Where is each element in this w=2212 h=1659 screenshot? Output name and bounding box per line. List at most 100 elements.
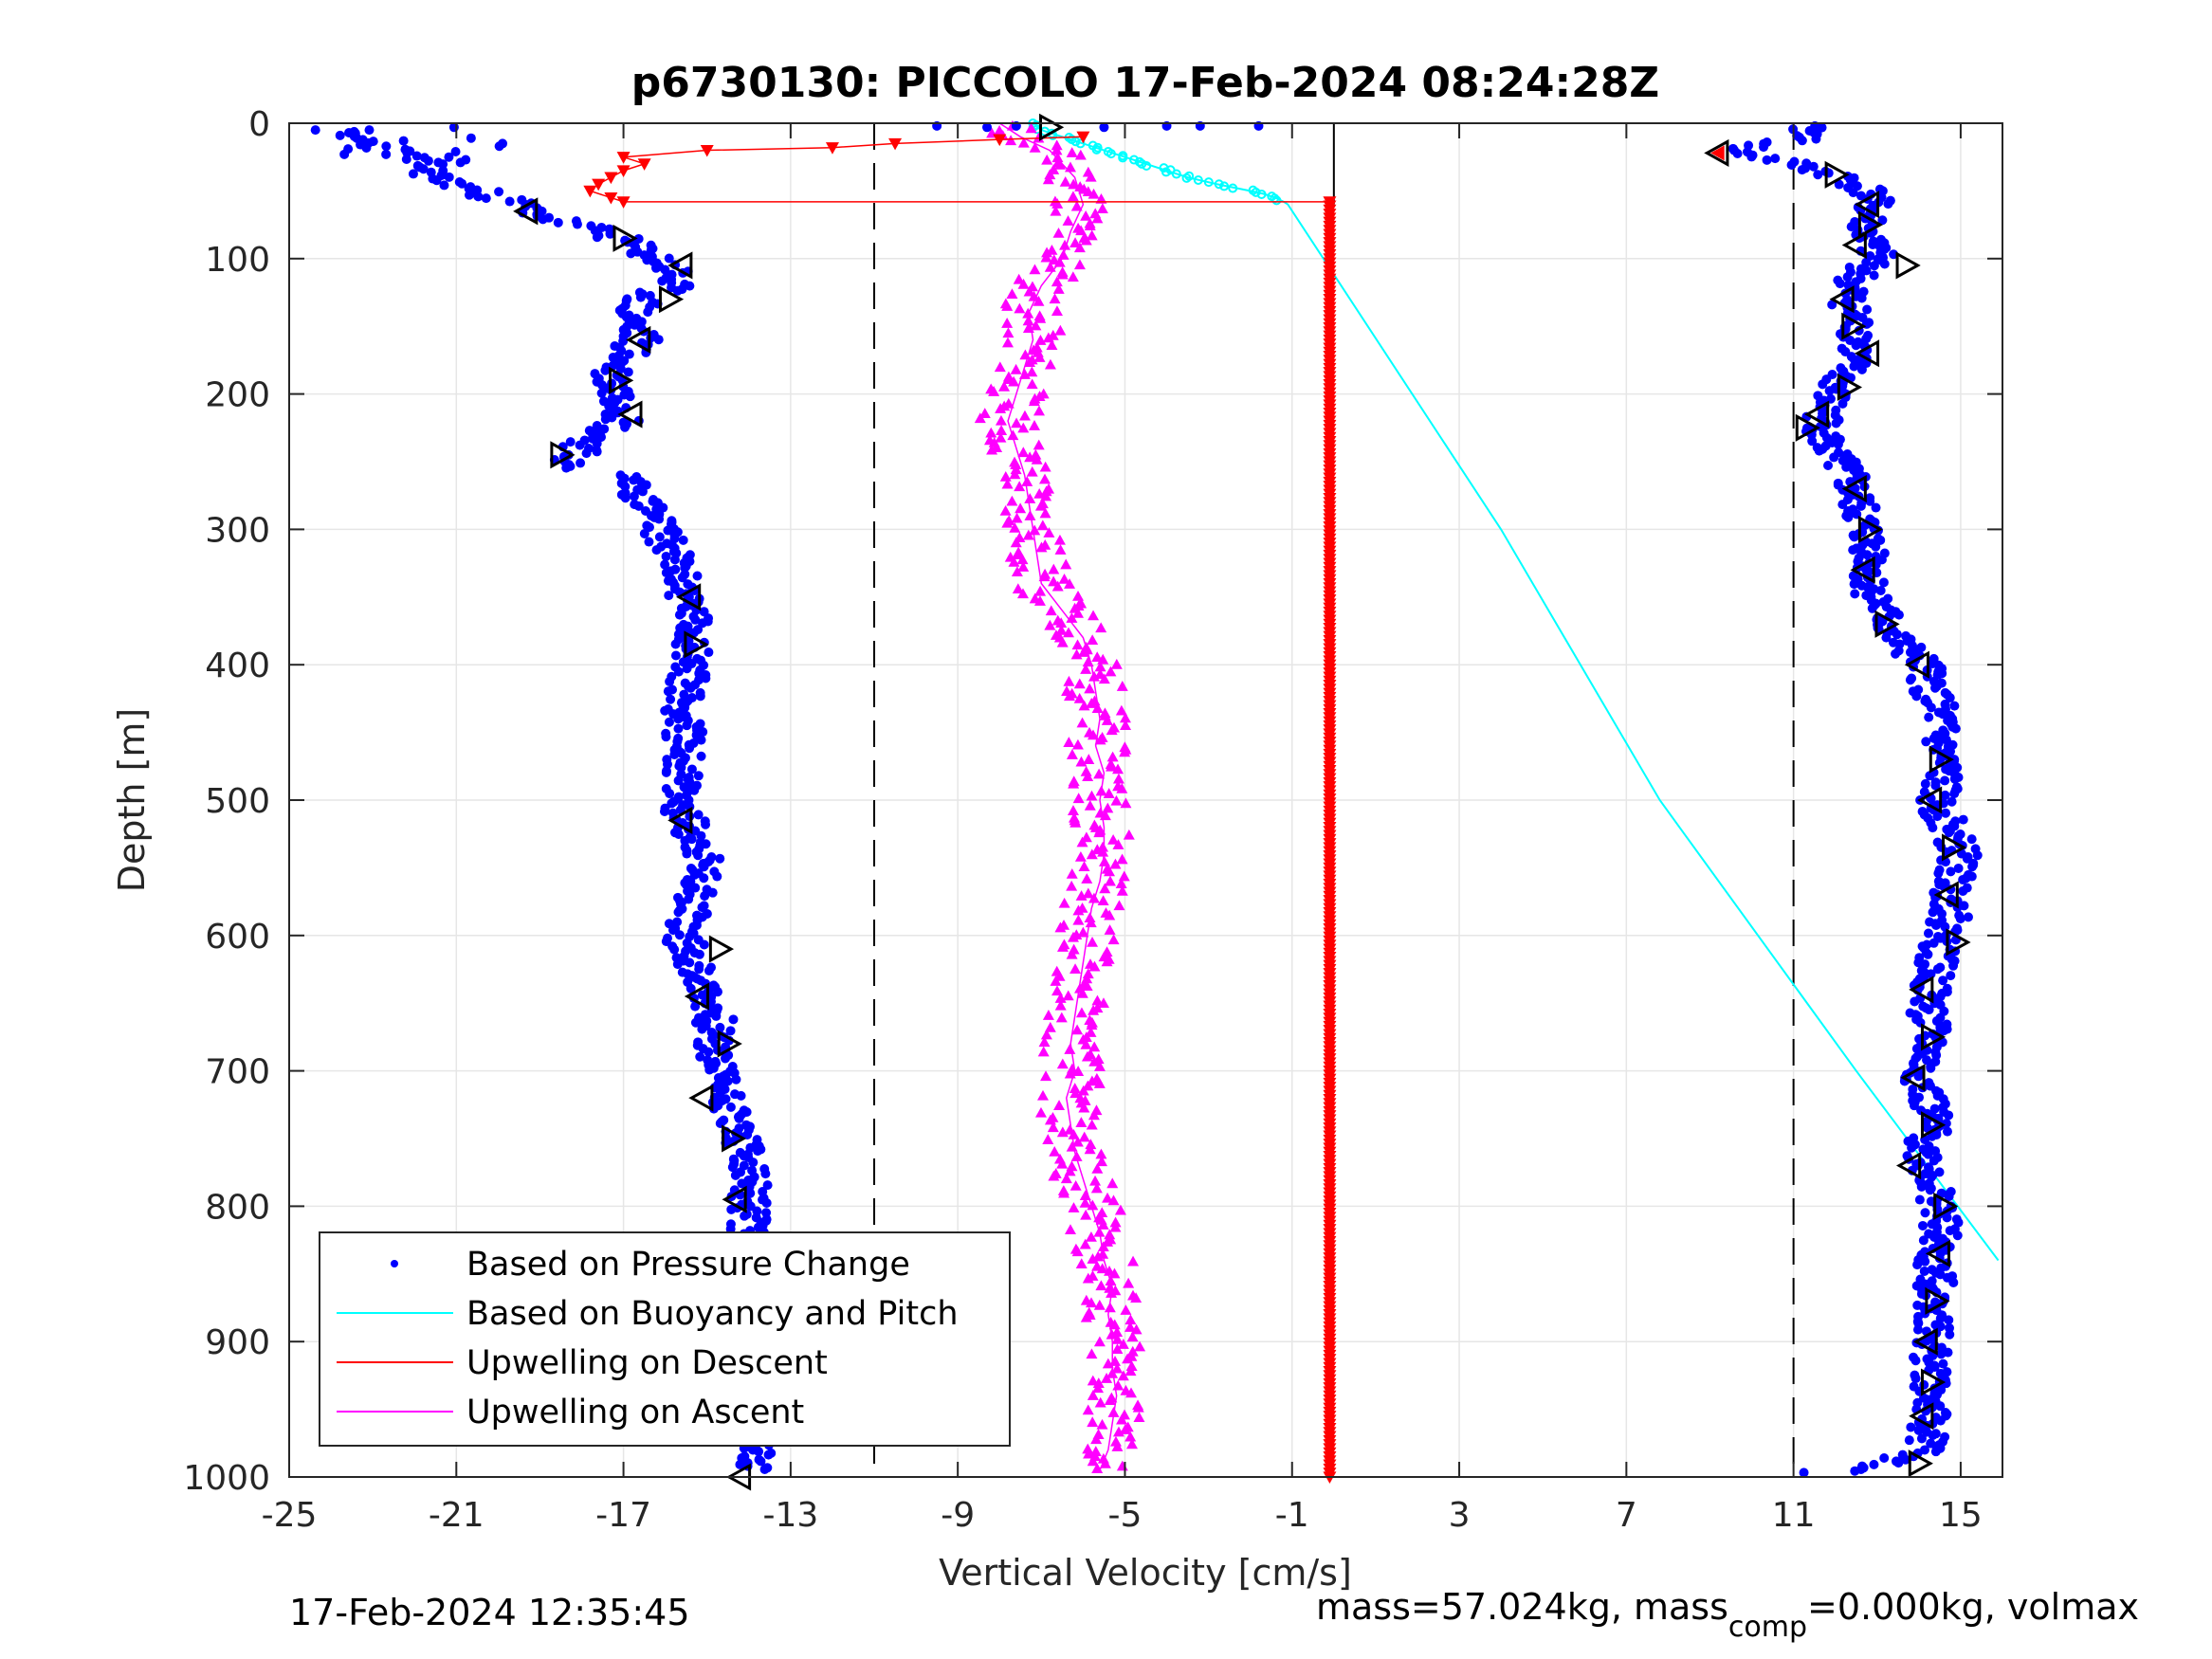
pressure-point — [381, 141, 392, 152]
upwelling-ascent-point — [1078, 1102, 1090, 1113]
upwelling-ascent-point — [1119, 746, 1131, 757]
upwelling-ascent-point — [1029, 524, 1041, 536]
buoyancy-point — [1193, 174, 1203, 185]
upwelling-ascent-point — [1085, 917, 1097, 928]
pressure-point — [669, 944, 680, 955]
upwelling-ascent-point — [1082, 1272, 1094, 1284]
estimated-velocity-point — [1871, 541, 1881, 552]
estimated-velocity-point — [1856, 293, 1867, 303]
upwelling-ascent-point — [1071, 1246, 1084, 1257]
upwelling-ascent-point — [1091, 994, 1104, 1006]
estimated-velocity-point — [1952, 1231, 1963, 1241]
estimated-velocity-point — [1925, 771, 1935, 781]
upwelling-ascent-point — [1040, 485, 1052, 497]
estimated-velocity-point — [1797, 136, 1807, 146]
glider-angle-marker — [708, 935, 735, 963]
estimated-velocity-point — [1867, 603, 1877, 613]
estimated-velocity-point — [1841, 462, 1852, 472]
upwelling-ascent-point — [1133, 1412, 1145, 1422]
upwelling-ascent-point — [1107, 1194, 1120, 1206]
estimated-velocity-point — [1835, 279, 1845, 289]
upwelling-ascent-point — [996, 425, 1008, 435]
upwelling-ascent-point — [1078, 1131, 1090, 1142]
upwelling-ascent-point — [1068, 1129, 1080, 1139]
estimated-velocity-point — [1762, 155, 1772, 165]
upwelling-ascent-point — [1072, 793, 1085, 804]
estimated-velocity-point — [1848, 188, 1858, 198]
pressure-point — [633, 501, 644, 511]
upwelling-ascent-point — [1033, 295, 1045, 306]
pressure-point — [753, 1146, 763, 1157]
upwelling-ascent-point — [1082, 1443, 1094, 1454]
y-axis-ticks: 0 100 200 300 400 500 600 700 800 900 1000 — [183, 105, 2002, 1498]
mass-info-sub: comp — [1728, 1611, 1807, 1644]
upwelling-ascent-point — [1034, 585, 1047, 596]
data-marks — [310, 113, 2000, 1491]
upwelling-ascent-point — [1103, 866, 1115, 877]
upwelling-ascent-point — [1062, 990, 1074, 1001]
estimated-velocity-point — [1883, 199, 1893, 210]
upwelling-ascent-point — [1053, 256, 1066, 267]
upwelling-ascent-point — [1088, 1041, 1101, 1052]
upwelling-ascent-point — [1059, 175, 1071, 187]
upwelling-ascent-point — [1089, 1446, 1102, 1456]
upwelling-ascent-point — [1124, 1365, 1137, 1376]
pressure-point — [674, 930, 685, 940]
pressure-point — [664, 717, 674, 727]
y-tick-label: 100 — [205, 241, 270, 280]
upwelling-ascent-point — [1024, 493, 1036, 503]
estimated-velocity-point — [1879, 1453, 1890, 1464]
upwelling-ascent-point — [1124, 1431, 1137, 1442]
pressure-point — [725, 1026, 736, 1036]
upwelling-ascent-point — [1101, 956, 1113, 967]
upwelling-ascent-point — [1068, 178, 1080, 190]
glider-angle-marker — [722, 1185, 747, 1213]
pressure-point — [504, 196, 515, 207]
upwelling-ascent-point — [1103, 788, 1115, 798]
glider-angle-marker — [1704, 138, 1729, 167]
upwelling-ascent-point — [1090, 1182, 1103, 1194]
glider-angle-marker — [609, 366, 634, 394]
pressure-point — [657, 276, 667, 286]
glider-angle-marker — [1946, 928, 1971, 957]
upwelling-ascent-point — [1051, 139, 1063, 151]
upwelling-ascent-point — [1053, 534, 1066, 545]
pressure-point — [682, 720, 692, 731]
upwelling-descent-point — [616, 152, 631, 164]
upwelling-ascent-point — [1001, 478, 1014, 489]
upwelling-ascent-point — [1111, 1441, 1124, 1451]
upwelling-ascent-point — [1066, 147, 1078, 157]
buoyancy-point — [1106, 149, 1116, 159]
upwelling-ascent-point — [1066, 948, 1078, 959]
upwelling-ascent-point — [1056, 636, 1069, 647]
upwelling-ascent-point — [1107, 833, 1120, 845]
upwelling-ascent-point — [1125, 1438, 1138, 1449]
upwelling-ascent-point — [1086, 229, 1098, 241]
buoyancy-point — [1137, 158, 1147, 169]
x-tick-label: -17 — [595, 1496, 651, 1535]
upwelling-ascent-point — [1130, 1323, 1143, 1335]
upwelling-ascent-point — [998, 380, 1011, 392]
pressure-point — [553, 217, 563, 228]
buoyancy-point — [1142, 160, 1152, 171]
estimated-velocity-point — [1945, 1226, 1955, 1236]
estimated-velocity-point — [1958, 874, 1968, 884]
upwelling-ascent-point — [1023, 356, 1035, 367]
estimated-velocity-point — [1811, 134, 1821, 144]
glider-angle-marker — [1829, 285, 1855, 314]
estimated-velocity-point — [1893, 1458, 1904, 1468]
upwelling-ascent-point — [1069, 237, 1082, 248]
upwelling-ascent-point — [1088, 188, 1100, 199]
buoyancy-point — [1251, 187, 1261, 197]
pressure-point — [643, 307, 653, 318]
glider-angle-marker — [1857, 210, 1884, 239]
upwelling-ascent-point — [1042, 1010, 1054, 1020]
upwelling-ascent-point — [1055, 1012, 1068, 1023]
upwelling-ascent-point — [1034, 312, 1047, 323]
pressure-point — [712, 987, 722, 997]
estimated-velocity-point — [1944, 1192, 1954, 1202]
pressure-point — [678, 535, 688, 545]
estimated-velocity-point — [1942, 1212, 1952, 1223]
estimated-velocity-point — [1856, 501, 1866, 511]
upwelling-ascent-point — [1095, 1280, 1107, 1291]
